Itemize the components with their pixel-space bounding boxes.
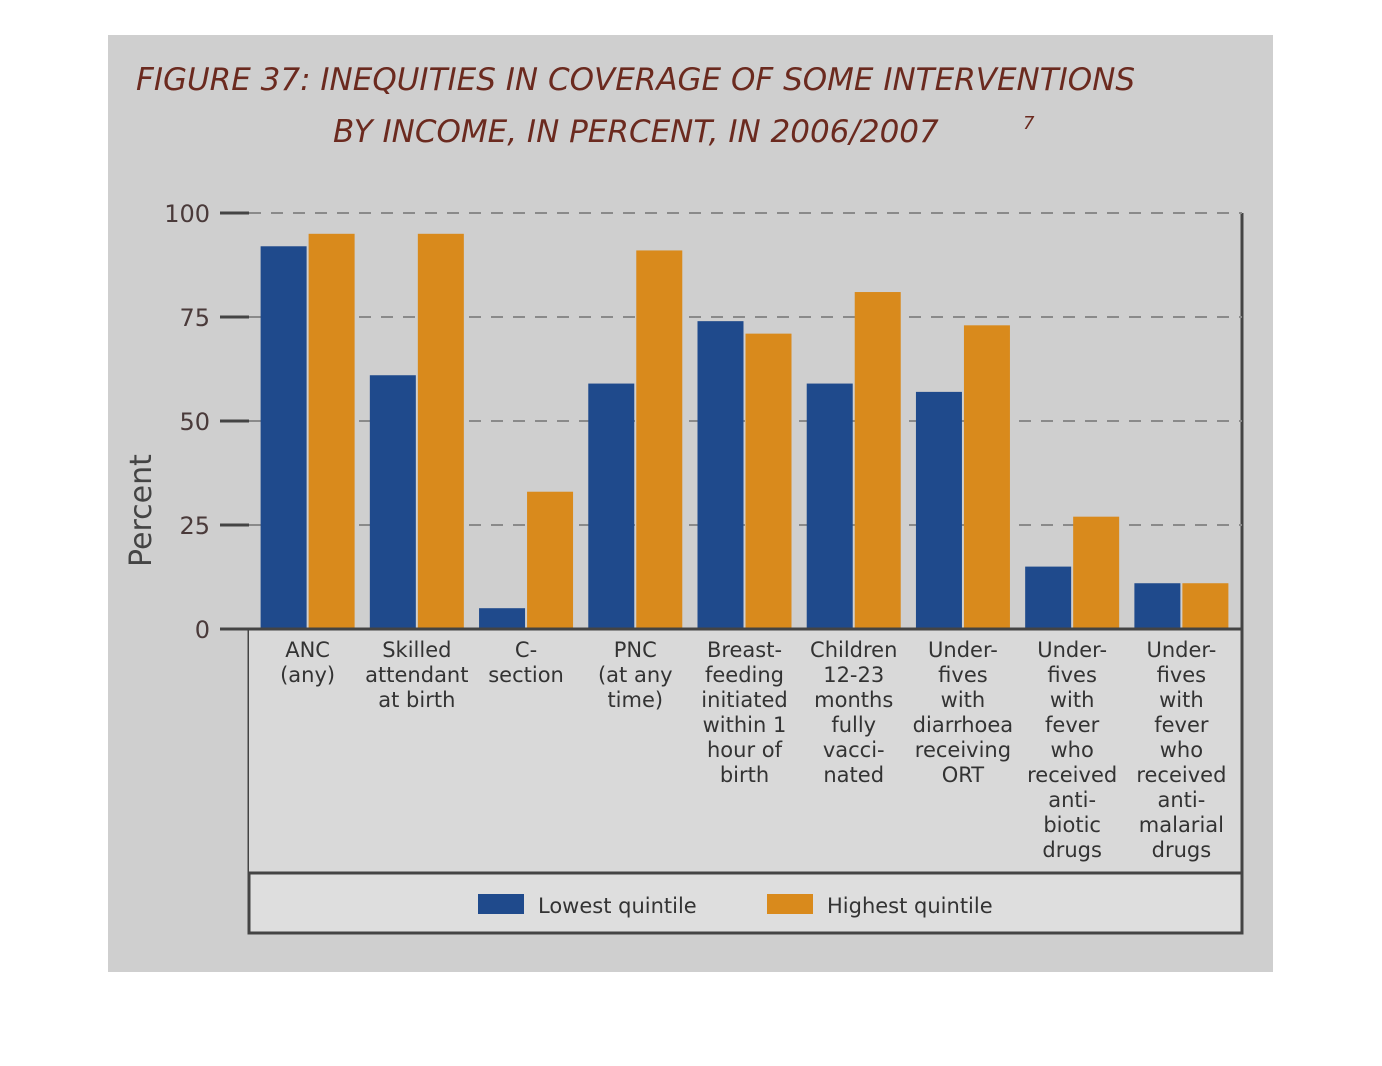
chart-title-superscript: 7: [1023, 113, 1035, 134]
legend-box: [247, 871, 1244, 935]
y-tick-label-75: 75: [179, 304, 210, 332]
bar-highest-4: [745, 333, 792, 629]
bar-lowest-4: [697, 321, 744, 629]
figure-panel: FIGURE 37: INEQUITIES IN COVERAGE OF SOM…: [108, 35, 1273, 972]
chart-title-line-1: FIGURE 37: INEQUITIES IN COVERAGE OF SOM…: [136, 62, 1135, 98]
y-axis-title: Percent: [124, 454, 159, 567]
bar-highest-3: [636, 250, 683, 629]
bar-highest-2: [527, 491, 574, 629]
category-label-0: ANC (any): [280, 638, 335, 687]
bar-highest-1: [417, 233, 464, 630]
legend-swatch-lowest: [478, 894, 524, 914]
bar-lowest-7: [1025, 566, 1072, 629]
category-label-2: C-section: [488, 638, 564, 687]
bar-lowest-3: [588, 383, 635, 629]
category-label-7: Under-fives with fever who received anti-biot…: [1027, 638, 1117, 862]
bar-highest-5: [854, 292, 901, 629]
bar-lowest-2: [479, 608, 526, 629]
y-tick-label-25: 25: [179, 512, 210, 540]
category-label-area: [249, 629, 1242, 873]
legend-swatch-highest: [767, 894, 813, 914]
bar-lowest-0: [260, 246, 307, 629]
bar-lowest-5: [806, 383, 853, 629]
category-label-5: Children 12-23 months fully vacci-nated: [810, 638, 897, 787]
category-labels: ANC (any) Skilled attendant at birth C-sectio…: [280, 638, 1226, 862]
chart-title-line-2: BY INCOME, IN PERCENT, IN 2006/2007: [333, 114, 939, 150]
legend-label-lowest: Lowest quintile: [538, 894, 697, 918]
y-axis-ticks: 0 25 50 75 100: [164, 200, 249, 644]
bar-chart: FIGURE 37: INEQUITIES IN COVERAGE OF SOM…: [124, 62, 1244, 935]
bar-highest-7: [1073, 516, 1120, 629]
bar-lowest-8: [1134, 583, 1181, 629]
bar-highest-0: [308, 233, 355, 630]
bar-lowest-6: [915, 391, 962, 629]
legend-label-highest: Highest quintile: [827, 894, 993, 918]
category-label-3: PNC (at any time): [598, 638, 673, 712]
y-tick-label-100: 100: [164, 200, 210, 228]
category-label-6: Under-fives with diarrhoea receiving ORT: [913, 638, 1014, 787]
bar-lowest-1: [369, 375, 416, 629]
bar-highest-6: [963, 325, 1010, 629]
y-tick-label-0: 0: [195, 616, 210, 644]
category-label-8: Under-fives with fever who received anti-mala…: [1136, 638, 1226, 862]
y-tick-label-50: 50: [179, 408, 210, 436]
category-label-4: Breast-feeding initiated within 1 hour of bi…: [701, 638, 787, 787]
bars: [260, 233, 1229, 630]
bar-highest-8: [1182, 583, 1229, 629]
category-label-1: Skilled attendant at birth: [365, 638, 468, 712]
